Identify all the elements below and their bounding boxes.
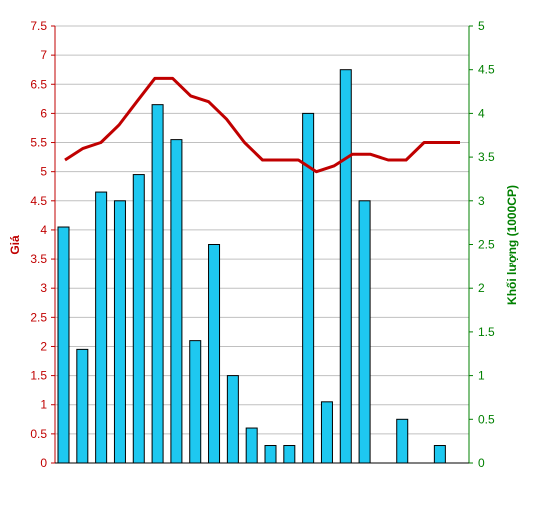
volume-bars [57, 69, 446, 464]
right-tick-label: 2 [478, 281, 485, 295]
left-tick-label: 1 [40, 398, 47, 412]
left-tick-label: 4.5 [30, 194, 47, 208]
left-tick-label: 1.5 [30, 369, 47, 383]
volume-bar [283, 445, 296, 464]
right-tick-label: 1 [478, 369, 485, 383]
volume-bar [226, 375, 239, 464]
right-tick-label: 0.5 [478, 412, 495, 426]
left-tick-label: 6 [40, 106, 47, 120]
right-tick-label: 5 [478, 19, 485, 33]
left-tick-label: 0.5 [30, 427, 47, 441]
right-axis-ticks: 0 0.5 1 1.5 2 2.5 3 3.5 4 4.5 5 [478, 19, 495, 470]
right-tick-label: 4.5 [478, 63, 495, 77]
volume-bar [132, 174, 145, 464]
left-tick-label: 0 [40, 456, 47, 470]
left-tick-label: 7 [40, 48, 47, 62]
volume-bar [358, 200, 371, 464]
volume-bar [57, 226, 70, 464]
volume-bar [189, 340, 202, 464]
left-axis-title: Giá [8, 235, 22, 255]
price-line [64, 76, 460, 174]
right-tick-label: 0 [478, 456, 485, 470]
right-tick-label: 1.5 [478, 325, 495, 339]
right-tick-label: 3 [478, 194, 485, 208]
volume-bar [208, 244, 221, 464]
volume-bar [151, 104, 164, 464]
axes [51, 25, 473, 464]
left-tick-label: 4 [40, 223, 47, 237]
volume-bar [113, 200, 126, 464]
left-tick-label: 3.5 [30, 252, 47, 266]
volume-bar [76, 348, 89, 464]
left-tick-label: 5 [40, 165, 47, 179]
volume-bar [170, 139, 183, 464]
volume-bar [339, 69, 352, 464]
left-tick-label: 2.5 [30, 310, 47, 324]
volume-bar [95, 191, 108, 464]
left-tick-label: 7.5 [30, 19, 47, 33]
right-tick-label: 3.5 [478, 150, 495, 164]
volume-bar [433, 445, 446, 464]
volume-bar [320, 401, 333, 464]
volume-bar [245, 427, 258, 464]
right-tick-label: 2.5 [478, 238, 495, 252]
left-tick-label: 6.5 [30, 77, 47, 91]
left-tick-label: 5.5 [30, 136, 47, 150]
price-line-group [64, 76, 460, 174]
right-tick-label: 4 [478, 106, 485, 120]
left-axis-ticks: 0 0.5 1 1.5 2 2.5 3 3.5 4 4.5 5 5.5 6 6.5 7 7.5 [30, 19, 47, 470]
right-axis-title: Khối lượng (1000CP) [505, 185, 519, 305]
left-tick-label: 2 [40, 339, 47, 353]
volume-bar [264, 445, 277, 464]
volume-bar [396, 418, 409, 464]
left-tick-label: 3 [40, 281, 47, 295]
